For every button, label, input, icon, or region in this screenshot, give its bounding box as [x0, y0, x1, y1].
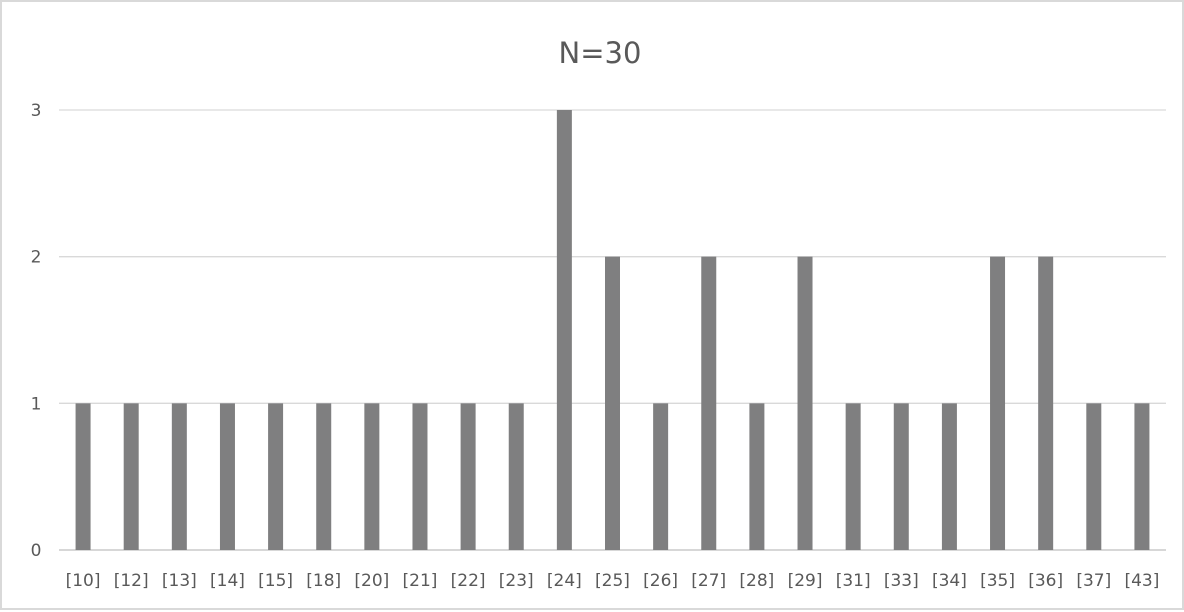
- y-tick-label: 3: [31, 101, 42, 121]
- x-tick-label: [29]: [788, 571, 823, 591]
- x-tick-label: [22]: [451, 571, 486, 591]
- bar: [749, 403, 765, 550]
- y-tick-label: 1: [31, 394, 42, 414]
- x-tick-label: [33]: [884, 571, 919, 591]
- x-tick-label: [36]: [1028, 571, 1063, 591]
- y-tick-label: 2: [31, 248, 42, 268]
- bar: [412, 403, 428, 550]
- x-tick-label: [34]: [932, 571, 967, 591]
- bar: [1086, 403, 1102, 550]
- bar: [364, 403, 380, 550]
- bar: [941, 403, 957, 550]
- bar: [893, 403, 909, 550]
- bar: [460, 403, 476, 550]
- bar: [797, 256, 813, 550]
- x-tick-label: [35]: [980, 571, 1015, 591]
- x-tick-label: [26]: [643, 571, 678, 591]
- x-tick-label: [14]: [210, 571, 245, 591]
- bar: [75, 403, 91, 550]
- x-tick-label: [15]: [258, 571, 293, 591]
- y-axis-ticks: 0 1 2 3: [31, 101, 42, 561]
- x-tick-label: [20]: [354, 571, 389, 591]
- x-tick-label: [23]: [499, 571, 534, 591]
- x-tick-label: [10]: [66, 571, 101, 591]
- bar: [556, 110, 572, 550]
- x-tick-label: [37]: [1076, 571, 1111, 591]
- x-tick-label: [31]: [836, 571, 871, 591]
- bar: [316, 403, 332, 550]
- x-tick-label: [13]: [162, 571, 197, 591]
- x-tick-label: [18]: [306, 571, 341, 591]
- x-tick-label: [27]: [691, 571, 726, 591]
- bar: [653, 403, 669, 550]
- bar: [171, 403, 187, 550]
- bar: [508, 403, 524, 550]
- bar: [1038, 256, 1054, 550]
- x-tick-label: [28]: [739, 571, 774, 591]
- bar: [605, 256, 620, 550]
- x-tick-label: [12]: [114, 571, 149, 591]
- bar: [845, 403, 861, 550]
- bar: [701, 256, 717, 550]
- x-axis-ticks: [10] [12] [13] [14] [15] [18] [20] [21] [22] [23]…: [66, 571, 1160, 591]
- y-tick-label: 0: [31, 541, 42, 561]
- x-tick-label: [21]: [403, 571, 438, 591]
- bar: [268, 403, 284, 550]
- x-tick-label: [43]: [1124, 571, 1159, 591]
- bars: [75, 110, 1150, 550]
- bar: [990, 256, 1006, 550]
- x-tick-label: [25]: [595, 571, 630, 591]
- x-tick-label: [24]: [547, 571, 582, 591]
- bar: [123, 403, 139, 550]
- bar: [219, 403, 235, 550]
- bar: [1134, 403, 1150, 550]
- chart-title: N=30: [559, 36, 642, 70]
